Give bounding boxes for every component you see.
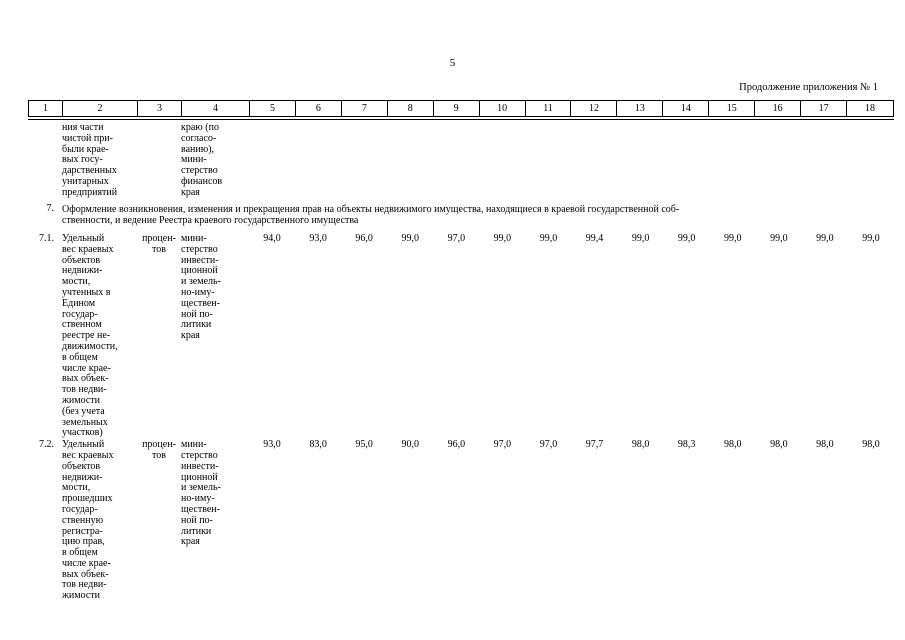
indicator-name: Удельный вес краевых объектов недвижи- м… [62, 439, 114, 602]
value-cell: 97,0 [539, 439, 558, 451]
page-number: 5 [449, 57, 456, 69]
column-number-cell: 12 [571, 101, 618, 116]
table-row-section-7: 7. Оформление возникновения, изменения и… [28, 202, 894, 226]
responsible-body-continued: краю (по согласо- ванию), мини- стерство… [181, 122, 223, 198]
value-cell: 98,3 [677, 439, 696, 451]
column-number-cell: 10 [480, 101, 526, 116]
value-cell: 99,0 [539, 232, 558, 244]
row-number: 7.1. [39, 232, 54, 244]
value-cell: 98,0 [816, 439, 834, 451]
value-cell: 83,0 [309, 439, 327, 451]
responsible-cell: мини- стерство инвести- ционной и земель… [181, 439, 221, 548]
column-number-cell: 6 [296, 101, 342, 116]
value-cell: 99,0 [723, 232, 742, 244]
value-cell: 98,0 [723, 439, 742, 451]
value-cell: 94,0 [263, 232, 281, 244]
value-cell: 99,0 [770, 232, 788, 244]
column-number-cell: 2 [63, 101, 138, 116]
table-header-row: 1 2 3 4 5 6 7 8 9 10 11 12 13 14 15 16 1… [28, 100, 894, 120]
unit-cell: процен- тов [142, 439, 176, 461]
value-cell: 93,0 [309, 232, 327, 244]
value-cell: 98,0 [862, 439, 880, 451]
table-row-7-2: 7.2. Удельный вес краевых объектов недви… [28, 439, 894, 602]
column-number-cell: 4 [182, 101, 250, 116]
value-cell: 96,0 [447, 439, 466, 451]
column-number-cell: 1 [29, 101, 63, 116]
column-number-cell: 16 [755, 101, 802, 116]
column-number-cell: 13 [617, 101, 664, 116]
unit-cell: процен- тов [142, 232, 176, 255]
value-cell: 90,0 [401, 439, 419, 451]
section-title: Оформление возникновения, изменения и пр… [62, 203, 680, 226]
column-number-cell: 15 [709, 101, 756, 116]
value-cell: 99,4 [585, 232, 604, 244]
column-number-cell: 3 [138, 101, 182, 116]
value-cell: 97,7 [585, 439, 604, 451]
column-number-cell: 9 [434, 101, 480, 116]
column-numbers-strip: 1 2 3 4 5 6 7 8 9 10 11 12 13 14 15 16 1… [28, 100, 894, 117]
responsible-cell: мини- стерство инвести- ционной и земель… [181, 232, 221, 342]
column-number-cell: 18 [865, 103, 876, 114]
value-cell: 99,0 [631, 232, 650, 244]
value-cell: 97,0 [493, 439, 512, 451]
value-cell: 98,0 [770, 439, 788, 451]
column-number-cell: 8 [388, 101, 434, 116]
appendix-table: 1 2 3 4 5 6 7 8 9 10 11 12 13 14 15 16 1… [28, 100, 894, 602]
row-number: 7.2. [39, 439, 54, 451]
value-cell: 98,0 [631, 439, 650, 451]
continuation-note: Продолжение приложения № 1 [739, 82, 878, 93]
row-number: 7. [46, 202, 55, 214]
value-cell: 99,0 [862, 232, 880, 244]
value-cell: 97,0 [447, 232, 466, 244]
table-row-7-1: 7.1. Удельный вес краевых объектов недви… [28, 232, 894, 439]
value-cell: 99,0 [493, 232, 512, 244]
value-cell: 99,0 [401, 232, 419, 244]
value-cell: 99,0 [677, 232, 696, 244]
value-cell: 93,0 [263, 439, 281, 451]
column-number-cell: 11 [526, 101, 572, 116]
value-cell: 96,0 [355, 232, 373, 244]
indicator-name: Удельный вес краевых объектов недвижи- м… [62, 232, 118, 439]
indicator-name-continued: ния части чистой при- были крае- вых гос… [62, 122, 118, 198]
value-cell: 95,0 [355, 439, 373, 451]
value-cell: 99,0 [816, 232, 834, 244]
column-number-cell: 14 [663, 101, 710, 116]
table-row-carryover: ния части чистой при- были крае- вых гос… [28, 120, 894, 199]
column-number-cell: 17 [801, 101, 848, 116]
column-number-cell: 7 [342, 101, 388, 116]
column-number-cell: 5 [250, 101, 296, 116]
